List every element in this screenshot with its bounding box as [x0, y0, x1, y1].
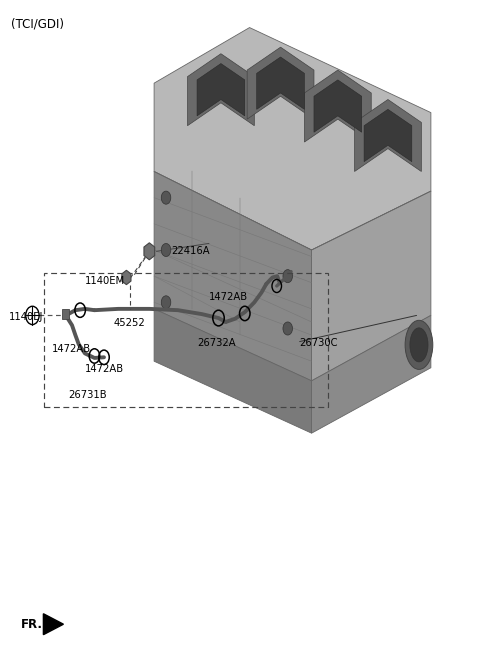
- Polygon shape: [247, 47, 314, 119]
- Polygon shape: [197, 64, 245, 116]
- Polygon shape: [154, 309, 312, 433]
- Ellipse shape: [405, 321, 433, 369]
- Text: 1140EM: 1140EM: [85, 277, 125, 286]
- Polygon shape: [312, 191, 431, 381]
- Text: FR.: FR.: [21, 618, 42, 631]
- Polygon shape: [257, 57, 304, 109]
- Text: 26732A: 26732A: [197, 338, 236, 348]
- Circle shape: [283, 322, 292, 335]
- Text: 22416A: 22416A: [171, 246, 209, 256]
- Polygon shape: [304, 70, 371, 142]
- Polygon shape: [62, 309, 69, 319]
- Circle shape: [161, 296, 171, 309]
- Text: 45252: 45252: [114, 318, 145, 328]
- Polygon shape: [312, 315, 431, 433]
- Text: 1472AB: 1472AB: [85, 364, 124, 374]
- Circle shape: [161, 244, 171, 256]
- Polygon shape: [154, 171, 312, 381]
- Text: (TCI/GDI): (TCI/GDI): [11, 18, 64, 31]
- Polygon shape: [314, 80, 362, 132]
- Polygon shape: [144, 243, 155, 260]
- Polygon shape: [122, 270, 131, 284]
- Ellipse shape: [410, 328, 428, 362]
- Circle shape: [161, 191, 171, 204]
- Text: 1472AB: 1472AB: [51, 344, 91, 354]
- Polygon shape: [154, 28, 431, 250]
- Text: 26730C: 26730C: [300, 338, 338, 348]
- Polygon shape: [364, 109, 412, 162]
- Polygon shape: [355, 99, 421, 171]
- Circle shape: [283, 269, 292, 283]
- Text: 1472AB: 1472AB: [209, 292, 248, 302]
- Text: 26731B: 26731B: [68, 390, 107, 400]
- Polygon shape: [188, 54, 254, 125]
- Text: 1140EJ: 1140EJ: [9, 311, 43, 322]
- Polygon shape: [43, 614, 63, 635]
